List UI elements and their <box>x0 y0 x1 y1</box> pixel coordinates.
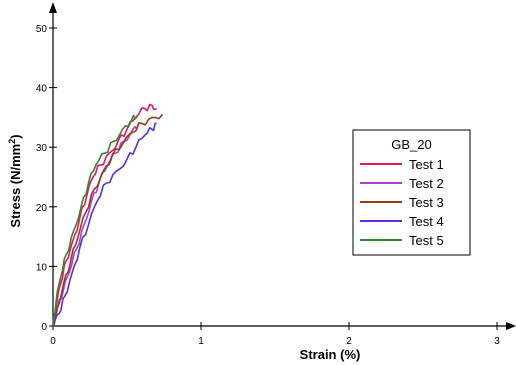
x-tick-label: 3 <box>494 336 500 347</box>
series-line-test-3 <box>53 114 163 326</box>
y-axis-arrow <box>49 2 57 13</box>
x-tick-label: 0 <box>50 336 56 347</box>
x-axis-arrow <box>506 322 516 330</box>
series-line-test-1 <box>53 105 157 327</box>
y-tick-label: 0 <box>41 322 47 333</box>
legend-label-test-3: Test 3 <box>409 195 444 210</box>
legend-label-test-1: Test 1 <box>409 157 444 172</box>
y-axis-title: Stress (N/mm2) <box>7 134 23 227</box>
legend-label-test-2: Test 2 <box>409 176 444 191</box>
y-tick-label: 50 <box>36 24 48 35</box>
legend-label-test-4: Test 4 <box>409 214 444 229</box>
legend-title: GB_20 <box>391 137 431 152</box>
legend-label-test-5: Test 5 <box>409 233 444 248</box>
y-tick-label: 40 <box>36 84 48 95</box>
y-tick-label: 10 <box>36 262 48 273</box>
legend: GB_20 Test 1 Test 2 Test 3 Test 4 Test 5 <box>353 130 470 255</box>
x-tick-label: 2 <box>346 336 352 347</box>
y-tick-label: 30 <box>36 143 48 154</box>
y-tick-label: 20 <box>36 203 48 214</box>
x-tick-label: 1 <box>198 336 204 347</box>
x-axis-title: Strain (%) <box>300 347 361 362</box>
series-lines <box>53 105 163 327</box>
